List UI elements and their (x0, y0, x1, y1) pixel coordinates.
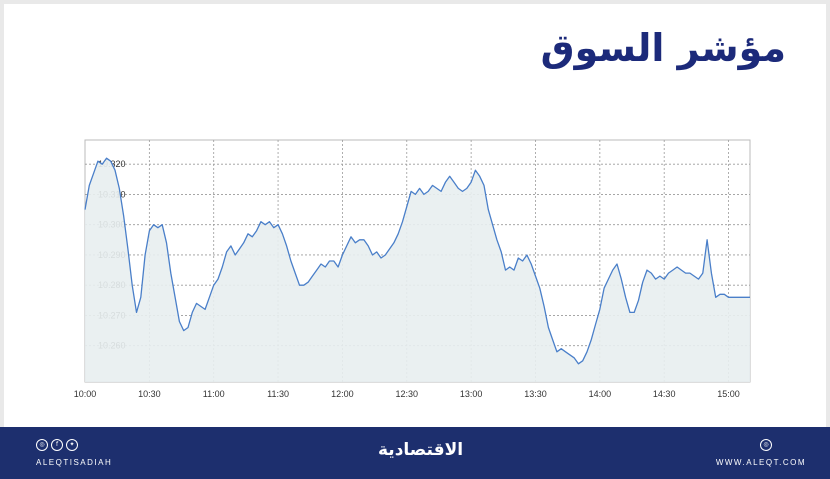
x-tick-label: 11:00 (203, 389, 225, 399)
page-title: مؤشر السوق (540, 26, 786, 70)
x-tick-label: 13:30 (524, 389, 547, 399)
website-link[interactable]: WWW.ALEQT.COM (715, 458, 806, 467)
x-tick-label: 13:00 (460, 389, 483, 399)
social-handle[interactable]: ALEQTISADIAH (36, 458, 113, 467)
twitter-icon[interactable]: ✦ (66, 439, 78, 451)
x-tick-label: 10:30 (138, 389, 161, 399)
x-tick-label: 14:30 (653, 389, 676, 399)
footer-bar: ◎ f ✦ ALEQTISADIAH الاقتصادية ◎ WWW.ALEQ… (0, 427, 830, 479)
x-tick-label: 14:00 (589, 389, 612, 399)
x-tick-label: 11:30 (267, 389, 289, 399)
x-tick-label: 10:00 (74, 389, 97, 399)
series-line (84, 157, 750, 365)
x-tick-label: 12:00 (331, 389, 354, 399)
instagram-icon[interactable]: ◎ (36, 439, 48, 451)
facebook-icon[interactable]: f (51, 439, 63, 451)
index-chart: 10:00 10:30 11:00 11:30 12:00 12:30 13:00 13:30… (74, 139, 751, 399)
brand-logo: الاقتصادية (378, 440, 464, 460)
social-icons: ◎ f ✦ (36, 439, 78, 451)
series-area (85, 158, 750, 382)
x-tick-label: 15:00 (717, 389, 740, 399)
x-tick-label: 12:30 (396, 389, 419, 399)
globe-icon: ◎ (760, 439, 772, 451)
